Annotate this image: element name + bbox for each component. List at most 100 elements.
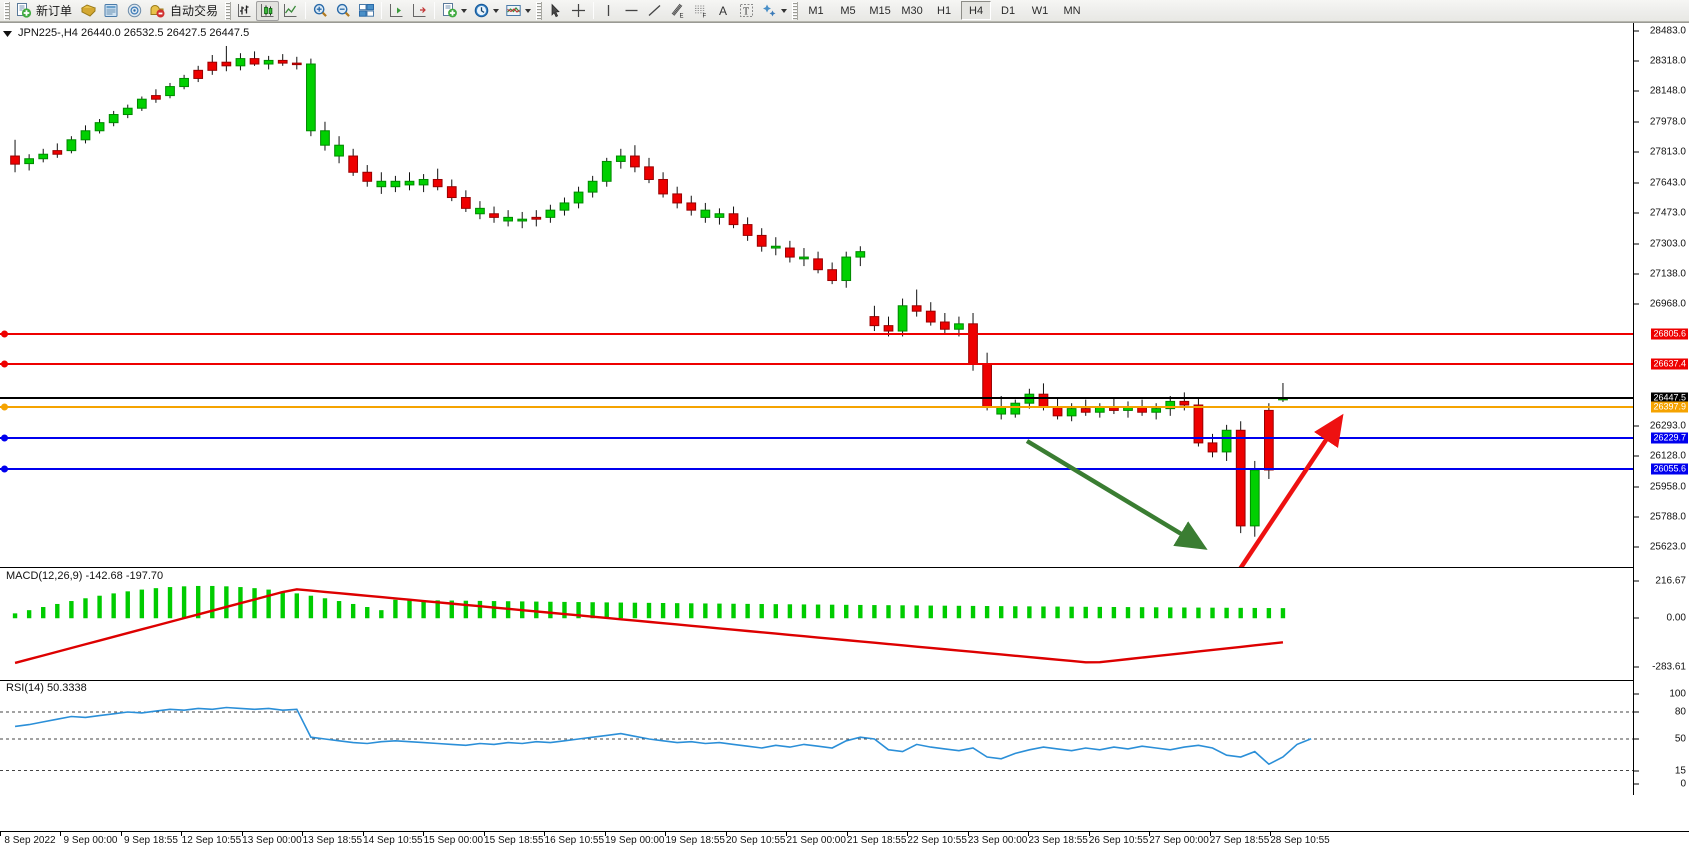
zoom-in-button[interactable] bbox=[309, 1, 332, 21]
macd-histogram-bar bbox=[1055, 606, 1060, 619]
text-button[interactable]: A bbox=[712, 1, 735, 21]
price-level-line[interactable] bbox=[0, 467, 1633, 470]
macd-histogram-bar bbox=[576, 602, 581, 619]
candle-body bbox=[700, 209, 711, 218]
price-level-line[interactable] bbox=[0, 362, 1633, 365]
auto-trading-button[interactable]: 自动交易 bbox=[146, 1, 223, 21]
macd-histogram-bar bbox=[26, 610, 32, 619]
candle-body bbox=[418, 178, 429, 186]
candle-body bbox=[1264, 409, 1274, 471]
price-tick-mark bbox=[1634, 455, 1639, 457]
rsi-axis[interactable]: 100 80 50 15 0 bbox=[1633, 680, 1689, 795]
candlestick-chart-button[interactable] bbox=[256, 0, 280, 21]
price-tick: 26968.0 bbox=[1649, 298, 1686, 310]
equidistant-channel-button[interactable]: E bbox=[666, 1, 689, 21]
chart-shift-button[interactable] bbox=[408, 1, 431, 21]
macd-axis[interactable]: 216.67 0.00 -283.61 bbox=[1633, 567, 1689, 680]
cursor-button[interactable] bbox=[544, 1, 567, 21]
candle-body bbox=[38, 153, 49, 160]
timeframe-mn[interactable]: MN bbox=[1063, 4, 1081, 17]
period-button[interactable] bbox=[470, 1, 502, 21]
candle-body bbox=[94, 122, 105, 132]
timeframe-h4[interactable]: H4 bbox=[961, 1, 992, 20]
macd-histogram-bar bbox=[1097, 606, 1103, 619]
indicators-button[interactable] bbox=[438, 1, 470, 21]
candle-body bbox=[263, 59, 274, 65]
macd-histogram-bar bbox=[1224, 607, 1229, 619]
macd-pane[interactable]: MACD(12,26,9) -142.68 -197.70 216.67 0.00… bbox=[0, 567, 1689, 680]
horizontal-line-button[interactable] bbox=[620, 1, 643, 21]
candle-body bbox=[756, 234, 767, 247]
macd-histogram-bar bbox=[83, 598, 88, 619]
zoom-out-button[interactable] bbox=[332, 1, 355, 21]
macd-histogram-bar bbox=[1280, 608, 1286, 619]
price-pane[interactable]: JPN225-,H4 26440.0 26532.5 26427.5 26447… bbox=[0, 23, 1689, 567]
timeframe-m30[interactable]: M30 bbox=[901, 4, 923, 17]
timeframe-w1[interactable]: W1 bbox=[1031, 4, 1049, 17]
chart-symbol-label: JPN225-,H4 26440.0 26532.5 26427.5 26447… bbox=[18, 27, 250, 39]
price-level-handle[interactable] bbox=[1, 434, 8, 442]
macd-histogram-bar bbox=[393, 599, 398, 619]
time-tick: 16 Sep 10:55 bbox=[544, 835, 605, 846]
timeframe-m5[interactable]: M5 bbox=[840, 4, 856, 17]
macd-histogram-bar bbox=[618, 602, 624, 619]
toolbar-grip-4[interactable] bbox=[792, 1, 799, 20]
navigator-button[interactable] bbox=[123, 1, 146, 21]
fibonacci-icon: F bbox=[695, 5, 707, 19]
bar-chart-button[interactable] bbox=[233, 1, 256, 21]
price-level-line[interactable] bbox=[0, 397, 1633, 400]
fibonacci-button[interactable]: F bbox=[689, 1, 712, 21]
price-level-label: 26637.4 bbox=[1651, 358, 1688, 370]
timeframe-m15[interactable]: M15 bbox=[869, 4, 891, 17]
chevron-down-icon-4[interactable] bbox=[781, 8, 788, 13]
price-level-line[interactable] bbox=[0, 436, 1633, 439]
text-label-button[interactable]: T bbox=[735, 1, 758, 21]
price-level-handle[interactable] bbox=[1, 465, 8, 473]
rsi-pane[interactable]: RSI(14) 50.3338 100 80 50 15 0 bbox=[0, 680, 1689, 795]
rsi-tick: 50 bbox=[1674, 733, 1686, 745]
price-level-handle[interactable] bbox=[1, 360, 8, 368]
chart-area[interactable]: JPN225-,H4 26440.0 26532.5 26427.5 26447… bbox=[0, 22, 1689, 851]
timeframe-h1[interactable]: H1 bbox=[937, 4, 952, 17]
timeframe-d1[interactable]: D1 bbox=[1001, 4, 1016, 17]
price-axis[interactable]: 28483.0 28318.0 28148.0 27978.0 27813.0 27643… bbox=[1633, 23, 1689, 567]
tile-windows-button[interactable] bbox=[355, 1, 378, 21]
chart-menu-chevron-icon[interactable] bbox=[3, 30, 13, 38]
toolbar-grip[interactable] bbox=[4, 1, 10, 20]
svg-text:A: A bbox=[719, 4, 727, 18]
time-tick: 19 Sep 18:55 bbox=[665, 835, 725, 846]
price-level-handle[interactable] bbox=[1, 330, 8, 338]
price-level-line[interactable] bbox=[0, 332, 1633, 335]
market-watch-button[interactable] bbox=[100, 1, 123, 21]
line-chart-button[interactable] bbox=[279, 1, 302, 21]
candle-body bbox=[390, 180, 401, 188]
trendline-button[interactable] bbox=[643, 1, 666, 21]
macd-tick-mark bbox=[1634, 666, 1639, 668]
chevron-down-icon-3[interactable] bbox=[525, 8, 532, 13]
templates-button[interactable] bbox=[502, 1, 534, 21]
candle-body bbox=[601, 160, 612, 182]
chevron-down-icon[interactable] bbox=[461, 8, 468, 13]
price-level-handle[interactable] bbox=[1, 403, 8, 411]
time-tick: 27 Sep 18:55 bbox=[1209, 835, 1270, 846]
candle-body bbox=[489, 213, 499, 218]
toolbar-grip-3[interactable] bbox=[536, 1, 543, 20]
new-order-button[interactable]: 新订单 bbox=[12, 1, 77, 21]
candle-body bbox=[24, 158, 34, 165]
toolbar-grip-2[interactable] bbox=[225, 1, 232, 20]
shapes-button[interactable] bbox=[758, 1, 790, 21]
price-level-line[interactable] bbox=[0, 406, 1633, 409]
data-window-button[interactable] bbox=[77, 1, 100, 21]
time-tick: 9 Sep 00:00 bbox=[63, 835, 118, 846]
chevron-down-icon-2[interactable] bbox=[493, 8, 500, 13]
macd-tick-mark bbox=[1634, 580, 1639, 582]
vertical-line-button[interactable] bbox=[597, 1, 620, 21]
crosshair-button[interactable] bbox=[567, 1, 590, 21]
time-axis[interactable]: 8 Sep 2022 9 Sep 00:00 9 Sep 18:55 12 Sep 1… bbox=[0, 831, 1689, 851]
auto-scroll-button[interactable] bbox=[385, 1, 408, 21]
macd-histogram-bar bbox=[886, 605, 891, 619]
candle-body bbox=[235, 58, 246, 67]
horizontal-line-icon bbox=[625, 9, 638, 12]
price-tick-mark bbox=[1634, 516, 1639, 518]
timeframe-m1[interactable]: M1 bbox=[808, 4, 824, 17]
